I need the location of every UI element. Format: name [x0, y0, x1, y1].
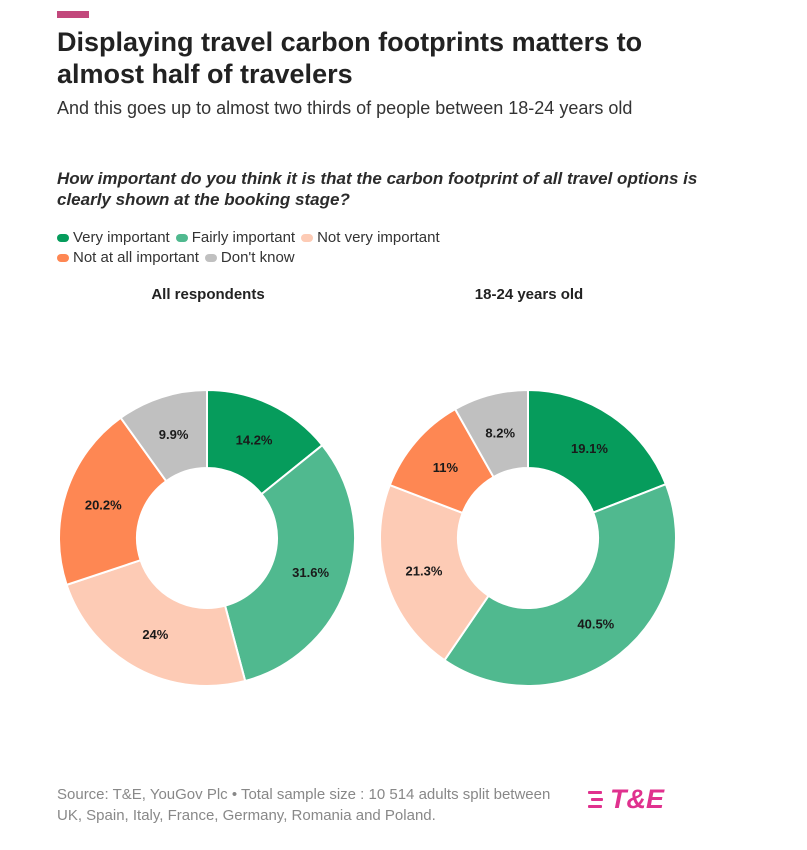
- donut-slice-fairly-important: [223, 443, 356, 683]
- legend-item-dont-know: Don't know: [204, 248, 295, 268]
- slice-label: 9.9%: [159, 427, 189, 442]
- legend-item-fairly-important: Fairly important: [175, 228, 296, 248]
- slice-label: 14.2%: [236, 433, 273, 448]
- legend-item-very-important: Very important: [57, 228, 170, 248]
- accent-bar: [57, 11, 89, 18]
- donut-slice-very-important: [527, 388, 668, 514]
- legend-swatch: [301, 234, 314, 242]
- chart-title: Displaying travel carbon footprints matt…: [57, 27, 643, 89]
- legend-label: Not at all important: [73, 249, 199, 266]
- donut-slice-don-t-know: [453, 388, 529, 479]
- legend-label: Not very important: [317, 229, 440, 246]
- legend-label: Don't know: [220, 249, 295, 266]
- donut-1: 19.1% 40.5% 21.3% 11% 8.2%: [379, 388, 677, 687]
- slice-label: 21.3%: [406, 564, 443, 579]
- source-note: Source: T&E, YouGov Plc • Total sample s…: [57, 786, 551, 824]
- slice-label: 20.2%: [85, 497, 122, 512]
- legend-row-2: Not at all important Don't know: [57, 248, 577, 268]
- logo-mark-icon: [586, 786, 606, 816]
- donut-slice-fairly-important: [443, 482, 677, 687]
- legend-item-not-at-all-important: Not at all important: [57, 248, 199, 268]
- donut-charts: 14.2% 31.6% 24% 20.2% 9.9% 19.1% 40.5% 21.3% 11%…: [58, 388, 677, 687]
- legend-item-not-very-important: Not very important: [301, 228, 440, 248]
- legend-label: Very important: [73, 229, 170, 246]
- legend-label: Fairly important: [191, 229, 296, 246]
- donut-slice-not-very-important: [65, 558, 247, 687]
- legend-swatch: [204, 254, 217, 262]
- donut-slice-not-at-all-important: [58, 416, 168, 587]
- slice-label: 8.2%: [485, 426, 515, 441]
- donut-title-18-24: 18-24 years old: [474, 286, 584, 303]
- logo-text: T&E: [610, 784, 664, 814]
- legend-swatch: [57, 254, 69, 262]
- survey-question: How important do you think it is that th…: [57, 169, 698, 209]
- donut-slice-not-very-important: [379, 483, 490, 662]
- legend-swatch: [175, 234, 188, 242]
- legend-swatch: [57, 234, 69, 242]
- slice-label: 11%: [433, 460, 459, 475]
- slice-label: 19.1%: [571, 441, 608, 456]
- legend-row-1: Very important Fairly important Not very…: [57, 228, 577, 248]
- donut-title-all-respondents: All respondents: [151, 286, 265, 303]
- donut-0: 14.2% 31.6% 24% 20.2% 9.9%: [58, 388, 356, 687]
- slice-label: 31.6%: [292, 565, 329, 580]
- chart-subtitle: And this goes up to almost two thirds of…: [57, 98, 633, 118]
- slice-label: 40.5%: [577, 616, 614, 631]
- legend: Very important Fairly important Not very…: [57, 228, 577, 268]
- donut-slice-don-t-know: [119, 388, 208, 483]
- slice-label: 24%: [142, 627, 168, 642]
